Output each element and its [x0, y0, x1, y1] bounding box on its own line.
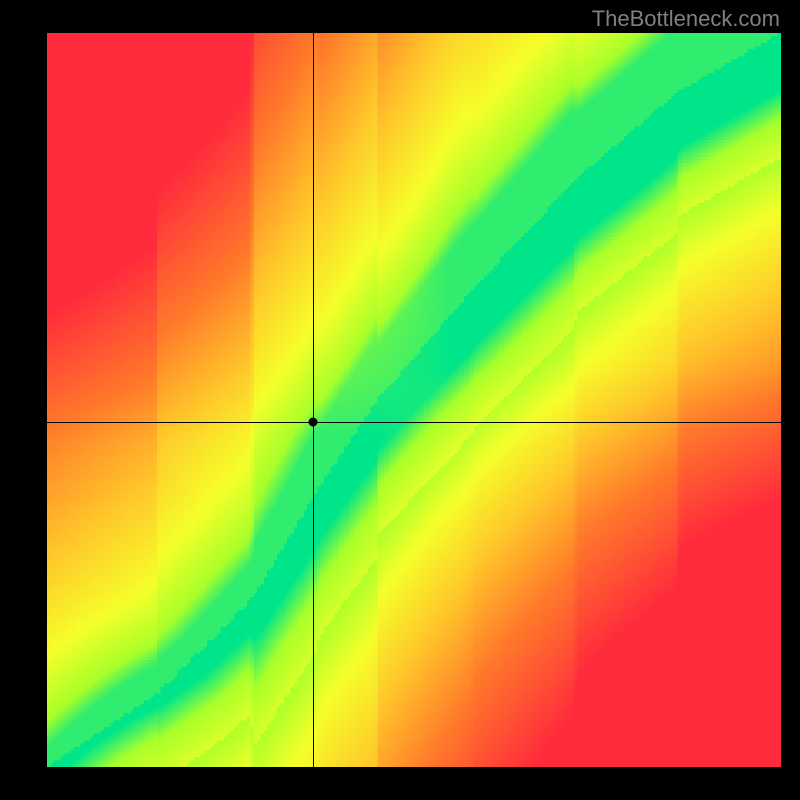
heatmap-canvas	[47, 33, 781, 767]
heatmap-plot	[47, 33, 781, 767]
crosshair-horizontal	[47, 422, 781, 423]
crosshair-vertical	[313, 33, 314, 767]
watermark-text: TheBottleneck.com	[592, 6, 780, 32]
marker-dot	[309, 418, 318, 427]
